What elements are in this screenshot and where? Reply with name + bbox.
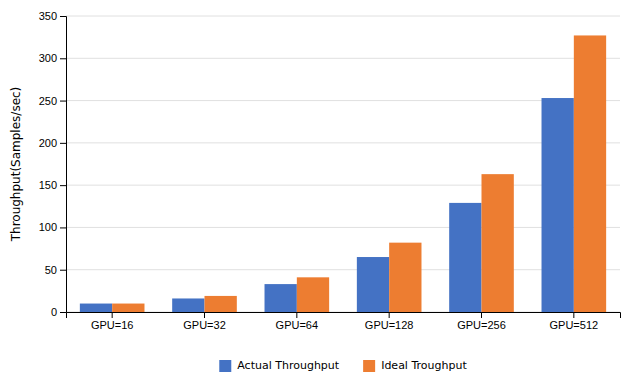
bar (297, 277, 329, 312)
tick: 250 (39, 95, 66, 107)
grid-line (66, 227, 620, 228)
bar (389, 243, 421, 312)
tick-mark (60, 16, 66, 17)
tick-mark (204, 312, 205, 318)
tick-label: 200 (39, 137, 57, 149)
bar (172, 298, 204, 312)
tick-label: 0 (51, 306, 57, 318)
tick-mark (60, 143, 66, 144)
tick-label: GPU=16 (91, 319, 134, 331)
bar (205, 296, 237, 312)
tick: GPU=128 (365, 312, 414, 331)
legend-label: Ideal Troughput (381, 359, 467, 372)
tick-mark (60, 58, 66, 59)
tick: GPU=256 (457, 312, 506, 331)
tick-label: 100 (39, 221, 57, 233)
tick-mark (112, 312, 113, 318)
tick-mark (60, 185, 66, 186)
grid-line (66, 269, 620, 270)
tick-label: 300 (39, 52, 57, 64)
plot: 050100150200250300350GPU=16GPU=32GPU=64G… (39, 10, 621, 331)
tick-mark (60, 101, 66, 102)
tick: 50 (45, 264, 66, 276)
bar (542, 98, 574, 312)
tick: GPU=16 (91, 312, 134, 331)
bar (112, 304, 144, 312)
bar (80, 304, 112, 312)
tick-label: 250 (39, 95, 57, 107)
tick-mark (60, 270, 66, 271)
tick-label: GPU=512 (550, 319, 599, 331)
tick: 300 (39, 52, 66, 64)
tick: 150 (39, 179, 66, 191)
bar (265, 284, 297, 312)
axis-line (67, 313, 621, 319)
tick: 200 (39, 137, 66, 149)
bar-series (112, 35, 606, 312)
tick-mark (389, 312, 390, 318)
grid-line (66, 100, 620, 101)
tick-label: 50 (45, 264, 57, 276)
tick-label: GPU=64 (276, 319, 319, 331)
bar (574, 35, 606, 312)
legend-item: Actual Throughput (219, 359, 340, 372)
y-axis: 0 50 100 150 200 250 300 350 (39, 10, 67, 318)
grid-line (66, 58, 620, 59)
legend-swatch (363, 360, 375, 372)
tick-mark (296, 312, 297, 318)
tick-mark (60, 227, 66, 228)
tick-label: GPU=32 (183, 319, 226, 331)
tick: 350 (39, 10, 66, 22)
tick-label: GPU=256 (457, 319, 506, 331)
legend: Actual Throughput Ideal Troughput (219, 359, 467, 372)
grid-line (66, 185, 620, 186)
grid-line (66, 142, 620, 143)
bar-series (80, 98, 574, 312)
tick: 0 (51, 306, 66, 318)
tick-mark (573, 312, 574, 318)
bar (357, 257, 389, 312)
legend-swatch (219, 360, 231, 372)
tick: GPU=64 (276, 312, 319, 331)
bar (449, 203, 481, 312)
bars (80, 35, 606, 312)
tick-mark (481, 312, 482, 318)
grid (66, 16, 620, 312)
tick: GPU=512 (550, 312, 599, 331)
tick-label: GPU=128 (365, 319, 414, 331)
legend-label: Actual Throughput (237, 359, 340, 372)
legend-item: Ideal Troughput (363, 359, 467, 372)
tick-label: 350 (39, 10, 57, 22)
tick-label: 150 (39, 179, 57, 191)
tick: GPU=32 (183, 312, 226, 331)
bar (482, 174, 514, 312)
y-axis-title: Throughput(Samples/sec) (9, 87, 23, 243)
axis-line (60, 17, 67, 313)
chart: 050100150200250300350GPU=16GPU=32GPU=64G… (0, 0, 636, 384)
grid-line (66, 16, 620, 17)
tick-mark (60, 312, 66, 313)
tick: 100 (39, 221, 66, 233)
x-axis: GPU=16 GPU=32 GPU=64 GPU=128 GPU=256 GPU=512 (67, 312, 621, 331)
